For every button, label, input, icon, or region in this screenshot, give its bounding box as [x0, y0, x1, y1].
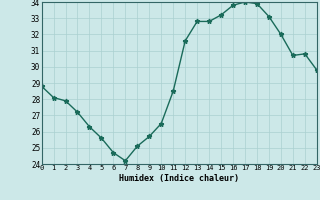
X-axis label: Humidex (Indice chaleur): Humidex (Indice chaleur) — [119, 174, 239, 183]
